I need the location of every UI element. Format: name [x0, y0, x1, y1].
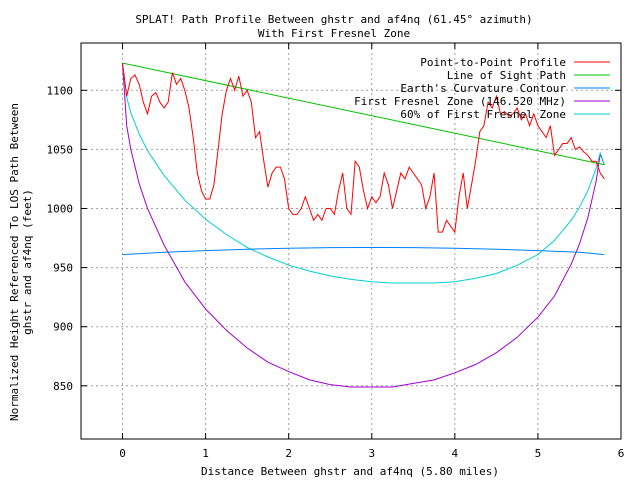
y-tick-label: 950	[53, 262, 73, 275]
x-tick-label: 2	[285, 447, 292, 460]
series-line-1	[122, 62, 605, 166]
x-tick-label: 3	[368, 447, 375, 460]
x-tick-label: 5	[535, 447, 542, 460]
series-line-0	[122, 63, 605, 234]
plot-border	[80, 42, 622, 440]
x-tick-label: 6	[618, 447, 625, 460]
series-line-3	[122, 63, 605, 388]
series-line-2	[122, 246, 605, 256]
y-tick-label: 1100	[47, 84, 74, 97]
x-tick-label: 4	[452, 447, 459, 460]
legend-label: First Fresnel Zone (146.520 MHz)	[354, 95, 566, 108]
legend-label: 60% of First Fresnel Zone	[400, 108, 566, 121]
chart-subtitle: With First Fresnel Zone	[258, 27, 410, 40]
legend-label: Line of Sight Path	[447, 69, 566, 82]
x-tick-label: 0	[119, 447, 126, 460]
y-tick-label: 1000	[47, 202, 74, 215]
legend-label: Earth's Curvature Contour	[400, 82, 566, 95]
y-tick-label: 1050	[47, 143, 74, 156]
chart-title: SPLAT! Path Profile Between ghstr and af…	[135, 13, 532, 26]
legend-label: Point-to-Point Profile	[420, 56, 566, 69]
x-tick-label: 1	[202, 447, 209, 460]
series-group	[122, 62, 605, 388]
x-axis-label: Distance Between ghstr and af4nq (5.80 m…	[201, 465, 499, 478]
y-axis-label-line1: Normalized Height Referenced To LOS Path…	[8, 103, 21, 421]
y-axis-label-line2: ghstr and af4nq (feet)	[21, 189, 34, 335]
y-axis-ticks: 850 900 950 1000 1050 1100	[47, 84, 621, 393]
y-tick-label: 850	[53, 380, 73, 393]
series-line-4	[122, 63, 605, 284]
y-tick-label: 900	[53, 321, 73, 334]
